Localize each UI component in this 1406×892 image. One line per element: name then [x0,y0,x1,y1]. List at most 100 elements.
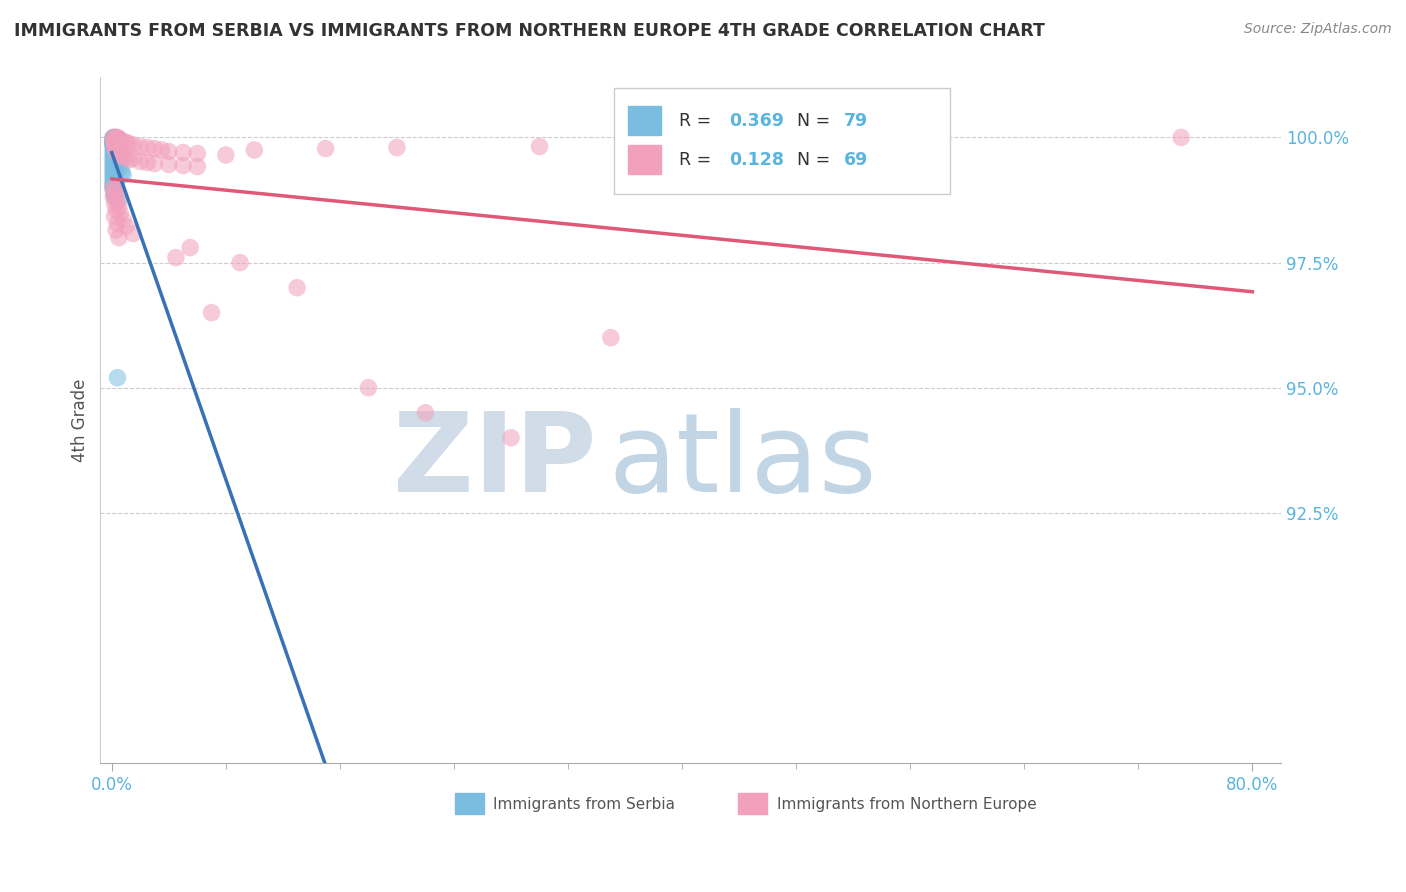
Point [107,145,129,160]
Point [104,133,127,147]
Point [103,136,125,151]
Point [105,153,128,167]
Text: 79: 79 [844,112,869,129]
Point [103,163,125,178]
Text: Immigrants from Serbia: Immigrants from Serbia [494,797,675,812]
Point [122,227,145,241]
Point [103,132,125,146]
Point [104,133,127,147]
Point [103,148,125,162]
Point [115,219,138,234]
Point [104,135,127,149]
Point [172,159,194,173]
Point [107,146,129,161]
FancyBboxPatch shape [614,87,950,194]
Point [157,145,180,159]
Point [104,160,127,174]
Text: N =: N = [797,151,835,169]
Point [1170,130,1192,145]
Point [105,138,128,153]
Point [172,145,194,160]
Point [104,151,127,165]
Point [107,217,129,231]
Point [150,143,173,157]
Point [103,131,125,145]
Point [285,280,308,294]
Point [105,163,128,178]
Point [143,141,166,155]
Point [415,406,437,420]
Point [103,155,125,169]
Point [103,136,125,151]
Point [104,168,127,182]
Point [103,133,125,147]
Point [104,148,127,162]
Point [104,143,127,157]
Point [105,186,128,201]
Point [143,156,166,170]
Point [103,178,125,192]
Point [108,145,131,159]
Point [105,136,128,151]
Point [108,143,131,157]
Point [112,149,135,163]
Point [104,136,127,151]
Point [110,148,132,162]
Point [103,189,125,203]
Point [108,193,131,207]
Point [103,151,125,165]
Point [108,230,131,244]
Point [111,145,134,160]
Point [105,171,128,186]
Text: R =: R = [679,112,717,129]
Point [103,173,125,187]
Point [108,200,131,214]
Point [103,132,125,146]
Point [103,130,125,145]
Point [108,131,131,145]
Point [112,213,135,227]
Point [136,140,159,154]
Point [200,306,222,320]
Point [103,180,125,194]
Point [104,133,127,147]
Point [229,255,252,269]
Point [104,188,127,202]
Point [103,143,125,157]
Point [104,138,127,153]
Point [105,148,128,162]
Point [110,161,132,175]
Point [104,156,127,170]
Point [129,154,152,169]
Point [104,143,127,157]
Point [104,140,127,154]
Point [243,143,266,157]
Point [104,190,127,204]
Bar [628,145,661,174]
Point [179,241,201,255]
Point [103,136,125,150]
Point [105,135,128,149]
Point [107,151,129,165]
Point [104,138,127,153]
Point [103,136,125,150]
Point [107,193,129,207]
Text: R =: R = [679,151,717,169]
Point [103,134,125,148]
Point [186,146,208,161]
Point [104,153,127,167]
Point [104,176,127,190]
Point [357,381,380,395]
Point [165,251,187,265]
Bar [628,106,661,135]
Point [104,210,127,224]
Text: 0.128: 0.128 [730,151,785,169]
Point [104,155,127,169]
Point [105,130,128,145]
Point [103,153,125,167]
Point [104,196,127,211]
Point [107,370,129,384]
Point [105,130,128,145]
Point [103,136,125,151]
Point [103,158,125,172]
